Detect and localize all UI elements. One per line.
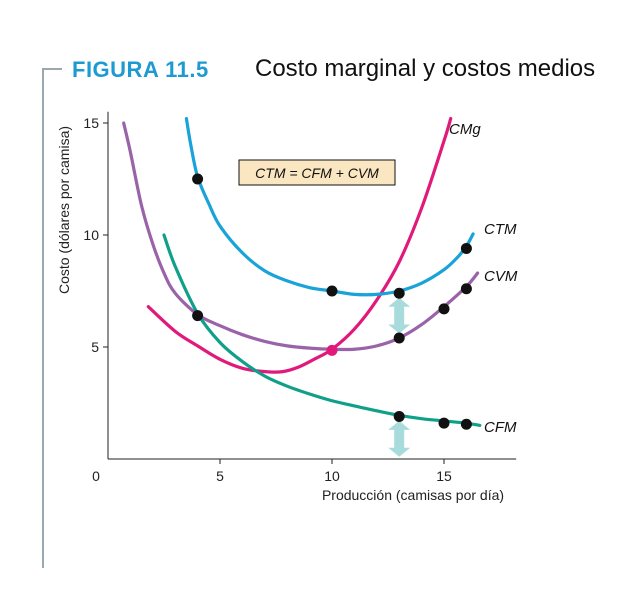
frame-top-line — [42, 68, 62, 70]
x-axis-label: Producción (camisas por día) — [322, 487, 504, 503]
x-tick-label: 10 — [324, 468, 340, 484]
curve-label-cmg: CMg — [449, 121, 481, 138]
marker-cfm — [393, 410, 405, 422]
marker-cvm — [438, 303, 450, 315]
y-tick-label: 5 — [91, 339, 99, 355]
curve-cfm — [162, 233, 482, 427]
curve-label-ctm: CTM — [484, 221, 517, 238]
marker-cvm — [460, 283, 472, 295]
curve-cvm — [122, 121, 480, 352]
marker-ctm — [460, 242, 472, 254]
double-arrow — [388, 297, 411, 334]
curve-label-cfm: CFM — [484, 419, 517, 436]
curve-cmg — [146, 116, 453, 374]
marker-ctm — [326, 285, 338, 297]
double-arrow — [388, 420, 411, 457]
x-tick-label: 0 — [92, 468, 100, 484]
x-tick-label: 15 — [436, 468, 452, 484]
y-tick-label: 15 — [83, 115, 99, 131]
marker-cvm — [192, 310, 204, 322]
figure-label: FIGURA 11.5 — [72, 57, 209, 82]
marker-ctm — [192, 173, 204, 185]
annotation-box — [238, 159, 396, 186]
y-tick-label: 10 — [83, 227, 99, 243]
y-axis-label: Costo (dólares por camisa) — [56, 126, 72, 294]
marker-cvm — [393, 332, 405, 344]
frame-left-line — [42, 68, 44, 568]
curve-label-cvm: CVM — [484, 268, 518, 285]
marker-ctm — [393, 287, 405, 299]
curve-ctm — [184, 116, 475, 297]
annotation-text: CTM = CFM + CVM — [255, 165, 379, 181]
x-tick-label: 5 — [216, 468, 224, 484]
marker-cfm — [438, 417, 450, 429]
marker-cfm — [460, 418, 472, 430]
intersection-marker — [326, 344, 338, 356]
figure-title: Costo marginal y costos medios — [255, 55, 596, 82]
